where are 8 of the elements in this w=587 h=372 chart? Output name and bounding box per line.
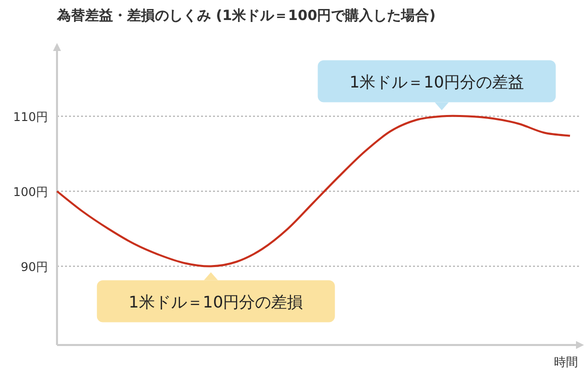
y-tick-label: 90円 <box>20 260 48 274</box>
y-tick-label: 100円 <box>13 184 48 199</box>
line-series <box>56 114 571 268</box>
annotation: 1米ドル＝10円分の差損 <box>128 292 304 312</box>
y-tick-label: 110円 <box>13 110 48 124</box>
chart-title: 為替差益・差損のしくみ (1米ドル＝100円で購入した場合) <box>56 8 436 24</box>
x-axis-title: 時間 <box>554 355 578 369</box>
annotation: 1米ドル＝10円分の差益 <box>349 72 524 92</box>
